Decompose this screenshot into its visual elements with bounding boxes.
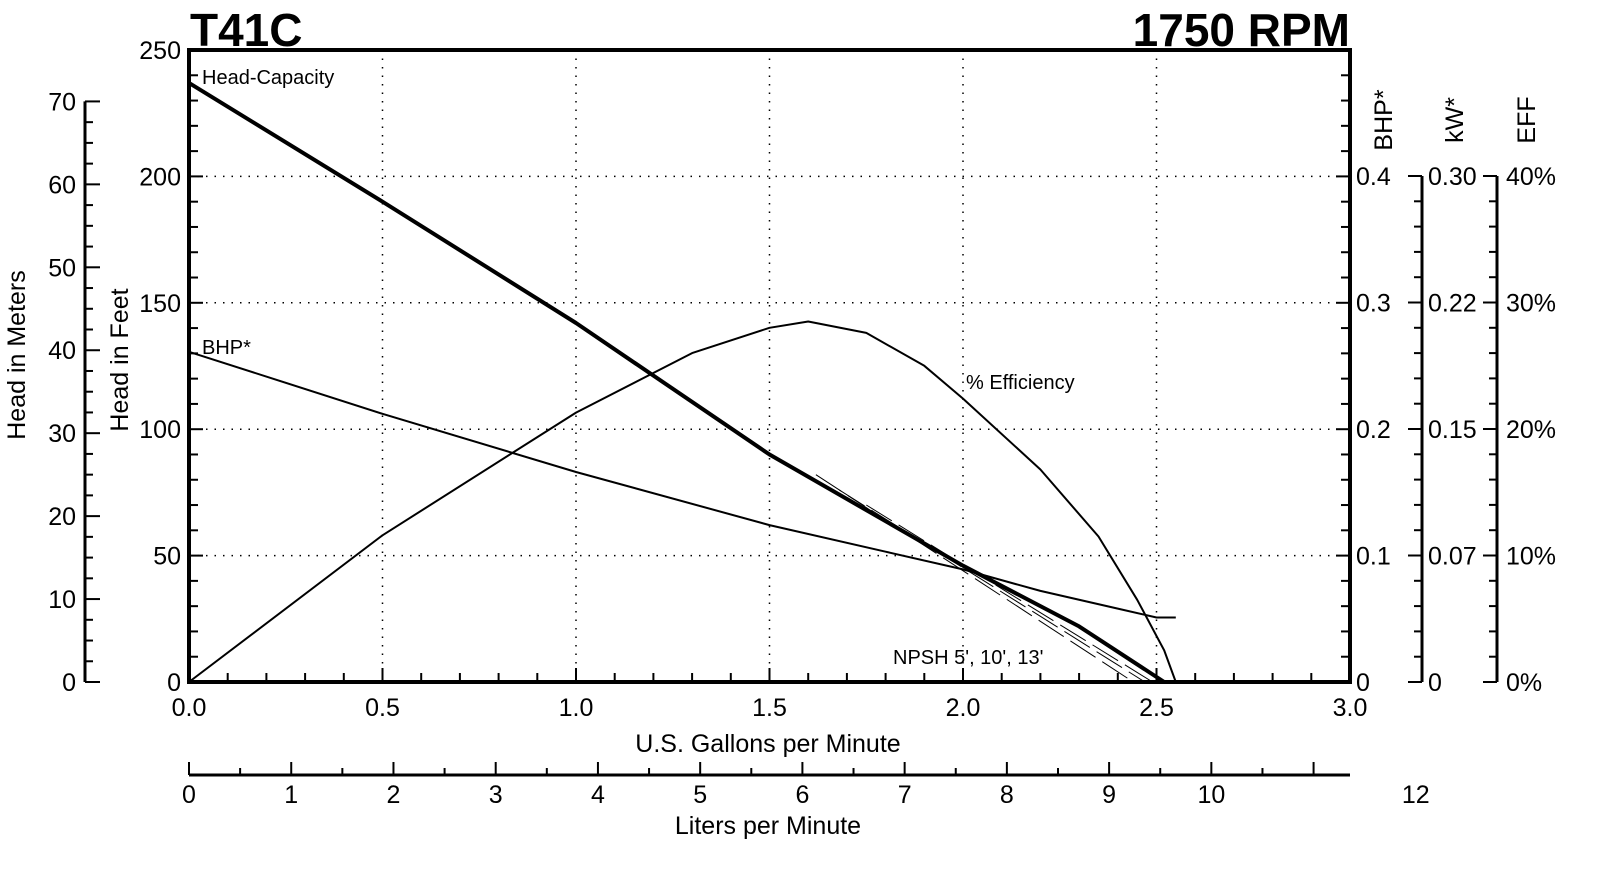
liters-tick-label: 2 xyxy=(387,781,401,809)
ylabel-kw: kW* xyxy=(1441,97,1469,143)
bhp-tick-label: 0.1 xyxy=(1356,543,1391,571)
meters-tick-label: 50 xyxy=(48,254,76,282)
kw-tick-label: 0 xyxy=(1428,669,1442,697)
meters-tick-label: 0 xyxy=(62,669,76,697)
meters-tick-label: 40 xyxy=(48,337,76,365)
eff-tick-label: 0% xyxy=(1506,669,1542,697)
liters-tick-label: 9 xyxy=(1102,781,1116,809)
series--efficiency xyxy=(188,320,1177,683)
liters-tick-label: 0 xyxy=(182,781,196,809)
x-tick-label: 0.5 xyxy=(365,694,400,722)
liters-tick-label: 4 xyxy=(591,781,605,809)
ylabel-bhp: BHP* xyxy=(1370,89,1398,150)
ylabel-meters: Head in Meters xyxy=(3,270,31,440)
y-tick-label: 200 xyxy=(139,163,181,191)
annotation-bhp: BHP* xyxy=(202,337,251,359)
kw-tick-label: 0.15 xyxy=(1428,416,1477,444)
annotation-npsh: NPSH 5', 10', 13' xyxy=(893,647,1043,669)
annotation-head-capacity: Head-Capacity xyxy=(202,67,334,89)
x-tick-label: 2.5 xyxy=(1139,694,1174,722)
y-tick-label: 150 xyxy=(139,290,181,318)
meters-tick-label: 20 xyxy=(48,503,76,531)
y-tick-label: 100 xyxy=(139,416,181,444)
bhp-tick-label: 0.3 xyxy=(1356,290,1391,318)
axes: 0.0 0.5 1.0 1.5 2.0 2.5 3.00501001502002500102… xyxy=(48,37,1556,809)
x-tick-label: 2.0 xyxy=(946,694,981,722)
series-npsh-5 xyxy=(815,474,1134,683)
liters-tick-label: 10 xyxy=(1197,781,1225,809)
liters-tick-label: 3 xyxy=(489,781,503,809)
x2label: Liters per Minute xyxy=(675,812,861,840)
chart-subtitle: 1750 RPM xyxy=(1133,4,1350,56)
y-tick-label: 50 xyxy=(153,543,181,571)
kw-tick-label: 0.30 xyxy=(1428,163,1477,191)
liters-tick-label: 8 xyxy=(1000,781,1014,809)
bhp-tick-label: 0.2 xyxy=(1356,416,1391,444)
liters-tick-label: 5 xyxy=(693,781,707,809)
liters-tick-label: 1 xyxy=(284,781,298,809)
meters-tick-label: 60 xyxy=(48,171,76,199)
chart-title: T41C xyxy=(190,4,302,56)
series-head-capacity xyxy=(187,81,1166,684)
ylabel-eff: EFF xyxy=(1513,96,1541,143)
liters-tick-label: 7 xyxy=(898,781,912,809)
series-bhp xyxy=(188,350,1176,619)
meters-tick-label: 70 xyxy=(48,88,76,116)
plot-frame xyxy=(187,48,1352,684)
x-tick-label: 1.0 xyxy=(559,694,594,722)
eff-tick-label: 30% xyxy=(1506,290,1556,318)
x-tick-label: 3.0 xyxy=(1333,694,1368,722)
bhp-tick-label: 0.4 xyxy=(1356,163,1391,191)
kw-tick-label: 0.22 xyxy=(1428,290,1477,318)
eff-tick-label: 20% xyxy=(1506,416,1556,444)
y-tick-label: 250 xyxy=(139,37,181,65)
x-tick-label: 1.5 xyxy=(752,694,787,722)
liters-tick-label: 6 xyxy=(795,781,809,809)
series-npsh-10 xyxy=(838,489,1146,683)
annotation-efficiency: % Efficiency xyxy=(966,372,1075,394)
ylabel-feet: Head in Feet xyxy=(106,288,134,431)
eff-tick-label: 40% xyxy=(1506,163,1556,191)
liters-tick-label: 12 xyxy=(1402,781,1430,809)
xlabel: U.S. Gallons per Minute xyxy=(635,730,900,758)
bhp-tick-label: 0 xyxy=(1356,669,1370,697)
meters-tick-label: 30 xyxy=(48,420,76,448)
kw-tick-label: 0.07 xyxy=(1428,543,1477,571)
y-tick-label: 0 xyxy=(167,669,181,697)
meters-tick-label: 10 xyxy=(48,586,76,614)
series-group xyxy=(187,81,1177,684)
series-npsh-13 xyxy=(866,504,1153,683)
grid xyxy=(189,50,1350,682)
eff-tick-label: 10% xyxy=(1506,543,1556,571)
x-tick-label: 0.0 xyxy=(172,694,207,722)
